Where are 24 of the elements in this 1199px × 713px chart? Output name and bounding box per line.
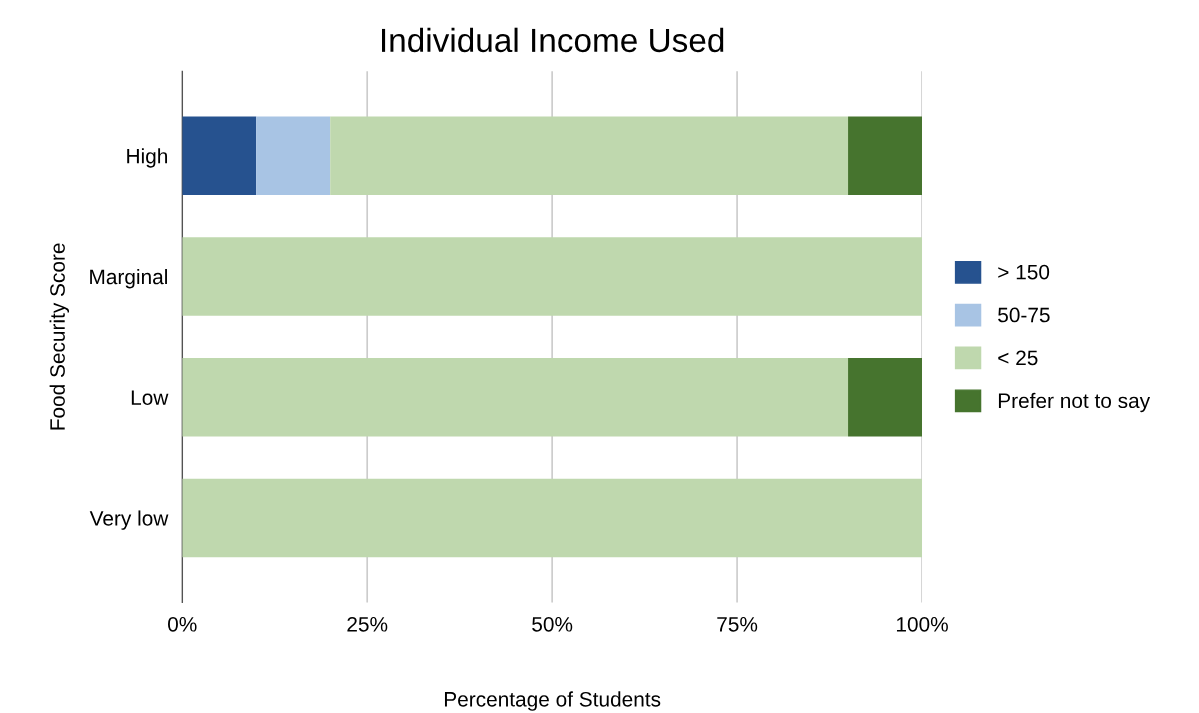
bar [182,358,849,437]
x-tick-label: 100% [896,616,948,632]
legend-label: < 25 [998,350,1038,366]
y-tick-label: Low [131,390,169,406]
x-tick-label: 50% [532,616,573,632]
x-tick-label: 25% [347,616,388,632]
y-tick-label: Marginal [90,268,167,289]
x-tick-label: 75% [717,617,758,632]
legend-label: 50-75 [998,307,1050,323]
bar [848,358,923,437]
bar [182,478,923,558]
bar [256,116,331,196]
y-tick-label: Very low [89,510,169,530]
bar [848,116,923,196]
y-tick-label: High [127,148,168,168]
chart-title: Individual Income Used [381,27,724,53]
bar [330,116,849,196]
x-tick-label: 0% [168,616,197,632]
y-axis-title: Food Security Score [49,243,70,430]
legend-label: > 150 [998,264,1050,280]
bar [182,237,923,316]
bar [182,116,257,196]
x-axis-title: Percentage of Students [444,691,661,711]
legend-label: Prefer not to say [998,392,1151,413]
